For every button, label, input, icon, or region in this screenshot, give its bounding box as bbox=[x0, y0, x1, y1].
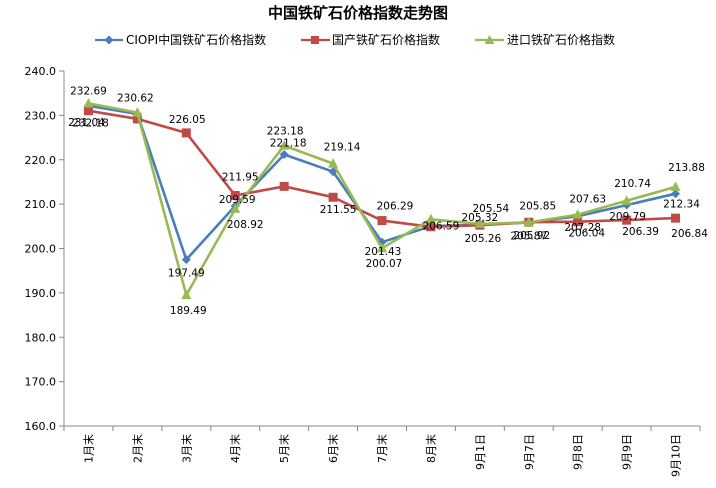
data-point bbox=[230, 203, 241, 213]
data-label: 207.63 bbox=[569, 194, 606, 206]
x-tick-label: 9月8日 bbox=[572, 434, 585, 470]
data-point bbox=[622, 215, 632, 225]
series-import bbox=[83, 97, 681, 300]
data-point bbox=[181, 289, 192, 300]
data-label: 206.84 bbox=[671, 228, 708, 240]
legend-item-domestic: 国产铁矿石价格指数 bbox=[301, 32, 440, 47]
data-label: 230.62 bbox=[117, 93, 154, 105]
legend-label-import: 进口铁矿石价格指数 bbox=[507, 32, 615, 47]
data-point bbox=[279, 150, 289, 160]
data-label: 210.74 bbox=[614, 178, 651, 190]
data-point bbox=[671, 189, 681, 199]
legend-marker-domestic bbox=[311, 36, 319, 44]
y-tick-label: 170.0 bbox=[25, 376, 57, 389]
data-label: 205.32 bbox=[461, 212, 498, 224]
data-label: 213.88 bbox=[668, 162, 705, 174]
legend-label-domestic: 国产铁矿石价格指数 bbox=[332, 32, 440, 47]
data-label: 212.34 bbox=[663, 199, 700, 211]
data-label: 206.04 bbox=[568, 228, 605, 240]
y-tick-label: 180.0 bbox=[25, 331, 57, 344]
data-label: 211.55 bbox=[320, 204, 357, 216]
data-label: 201.43 bbox=[365, 246, 402, 258]
axes: 160.0 170.0 180.0 190.0 200.0 210.0 220.0 230.0… bbox=[25, 65, 701, 477]
data-point bbox=[671, 213, 681, 223]
data-label: 208.92 bbox=[227, 219, 264, 231]
x-tick-label: 9月1日 bbox=[474, 434, 487, 470]
data-label: 206.59 bbox=[423, 220, 460, 232]
data-point bbox=[670, 181, 681, 191]
data-label: 205.85 bbox=[519, 201, 556, 213]
x-tick-label: 5月末 bbox=[277, 434, 291, 463]
data-point bbox=[83, 106, 93, 116]
x-tick-label: 4月末 bbox=[228, 434, 242, 463]
data-point bbox=[377, 242, 387, 253]
x-tick-label: 7月末 bbox=[375, 434, 389, 463]
legend-item-ciopi: CIOPI中国铁矿石价格指数 bbox=[95, 32, 266, 47]
data-label: 200.07 bbox=[366, 258, 403, 270]
x-tick-label: 3月末 bbox=[179, 434, 193, 463]
data-label: 189.49 bbox=[170, 305, 207, 317]
y-tick-label: 220.0 bbox=[25, 154, 57, 167]
data-point bbox=[328, 192, 338, 202]
data-point bbox=[474, 218, 485, 228]
data-label: 221.18 bbox=[270, 138, 307, 150]
data-label: 205.87 bbox=[510, 230, 547, 242]
data-label: 226.05 bbox=[169, 114, 206, 126]
x-tick-label: 1月末 bbox=[81, 434, 95, 463]
data-label: 232.69 bbox=[70, 85, 107, 97]
x-tick-label: 9月7日 bbox=[523, 434, 536, 470]
x-tick-label: 9月9日 bbox=[621, 434, 634, 470]
y-tick-label: 210.0 bbox=[25, 198, 57, 211]
data-label: 209.59 bbox=[219, 194, 256, 206]
data-label: 197.49 bbox=[168, 268, 205, 280]
y-tick-label: 230.0 bbox=[25, 109, 57, 122]
legend-item-import: 进口铁矿石价格指数 bbox=[475, 32, 615, 47]
data-point bbox=[132, 107, 143, 117]
x-tick-label: 6月末 bbox=[326, 434, 340, 463]
data-point bbox=[230, 190, 240, 200]
y-tick-label: 200.0 bbox=[25, 243, 57, 256]
legend-marker-import bbox=[484, 35, 495, 44]
data-point bbox=[181, 128, 191, 138]
x-tick-label: 9月10日 bbox=[670, 434, 683, 477]
data-point bbox=[573, 217, 583, 227]
data-label: 231.04 bbox=[68, 117, 105, 129]
data-label-layer: 232.18197.49209.59221.18201.43205.32205.… bbox=[68, 85, 708, 317]
data-point bbox=[181, 255, 191, 265]
data-label: 205.26 bbox=[464, 233, 501, 245]
data-label: 206.39 bbox=[622, 226, 659, 238]
y-tick-label: 160.0 bbox=[25, 420, 57, 433]
data-label: 206.29 bbox=[377, 201, 414, 213]
chart-title: 中国铁矿石价格指数走势图 bbox=[268, 4, 448, 22]
data-label: 207.28 bbox=[564, 222, 601, 234]
data-point bbox=[328, 158, 339, 168]
data-point bbox=[83, 97, 94, 108]
data-point bbox=[132, 114, 142, 124]
data-point bbox=[279, 140, 290, 150]
series-layer bbox=[83, 97, 681, 300]
legend-marker-ciopi bbox=[104, 35, 114, 45]
data-label: 219.14 bbox=[324, 142, 361, 154]
legend: CIOPI中国铁矿石价格指数 国产铁矿石价格指数 进口铁矿石价格指数 bbox=[95, 32, 615, 47]
x-tick-label: 2月末 bbox=[130, 434, 144, 463]
x-tick-label: 8月末 bbox=[424, 434, 438, 463]
legend-label-ciopi: CIOPI中国铁矿石价格指数 bbox=[126, 32, 266, 47]
data-label: 211.95 bbox=[222, 171, 259, 183]
y-tick-label: 190.0 bbox=[25, 287, 57, 300]
data-label: 205.54 bbox=[472, 203, 509, 215]
data-label: 209.79 bbox=[609, 211, 646, 223]
data-point bbox=[426, 222, 436, 232]
y-tick-label: 240.0 bbox=[25, 65, 57, 78]
data-point bbox=[279, 181, 289, 191]
data-point bbox=[523, 217, 534, 227]
data-label: 205.92 bbox=[513, 230, 550, 242]
data-point bbox=[425, 213, 436, 224]
data-label: 223.18 bbox=[267, 126, 304, 138]
data-point bbox=[572, 209, 583, 219]
data-point bbox=[621, 195, 632, 205]
data-label: 232.18 bbox=[72, 118, 109, 130]
data-point bbox=[377, 216, 387, 226]
